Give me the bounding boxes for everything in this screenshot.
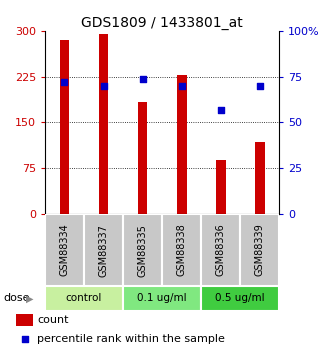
- Text: GSM88338: GSM88338: [177, 224, 187, 276]
- Bar: [216, 160, 226, 214]
- Point: [101, 83, 106, 89]
- Bar: [240, 214, 279, 286]
- Text: 0.5 ug/ml: 0.5 ug/ml: [215, 294, 265, 303]
- Bar: [60, 40, 69, 214]
- Text: GSM88336: GSM88336: [216, 224, 226, 276]
- Text: dose: dose: [3, 294, 30, 303]
- Bar: [123, 286, 201, 310]
- Text: GSM88337: GSM88337: [99, 224, 108, 277]
- Point: [179, 83, 184, 89]
- Bar: [16, 314, 33, 326]
- Bar: [201, 214, 240, 286]
- Bar: [84, 214, 123, 286]
- Text: count: count: [38, 315, 69, 325]
- Bar: [45, 214, 84, 286]
- Text: ▶: ▶: [26, 294, 33, 303]
- Text: percentile rank within the sample: percentile rank within the sample: [38, 334, 225, 344]
- Text: GSM88339: GSM88339: [255, 224, 265, 276]
- Text: GSM88335: GSM88335: [138, 224, 148, 277]
- Bar: [138, 102, 147, 214]
- Text: GSM88334: GSM88334: [59, 224, 69, 276]
- Title: GDS1809 / 1433801_at: GDS1809 / 1433801_at: [81, 16, 243, 30]
- Point: [140, 76, 145, 81]
- Text: 0.1 ug/ml: 0.1 ug/ml: [137, 294, 187, 303]
- Point: [218, 107, 223, 112]
- Bar: [255, 142, 265, 214]
- Point: [257, 83, 262, 89]
- Bar: [123, 214, 162, 286]
- Bar: [45, 286, 123, 310]
- Text: control: control: [66, 294, 102, 303]
- Point: [62, 79, 67, 85]
- Bar: [99, 34, 108, 214]
- Bar: [162, 214, 201, 286]
- Bar: [177, 75, 187, 214]
- Bar: [201, 286, 279, 310]
- Point: [22, 336, 27, 342]
